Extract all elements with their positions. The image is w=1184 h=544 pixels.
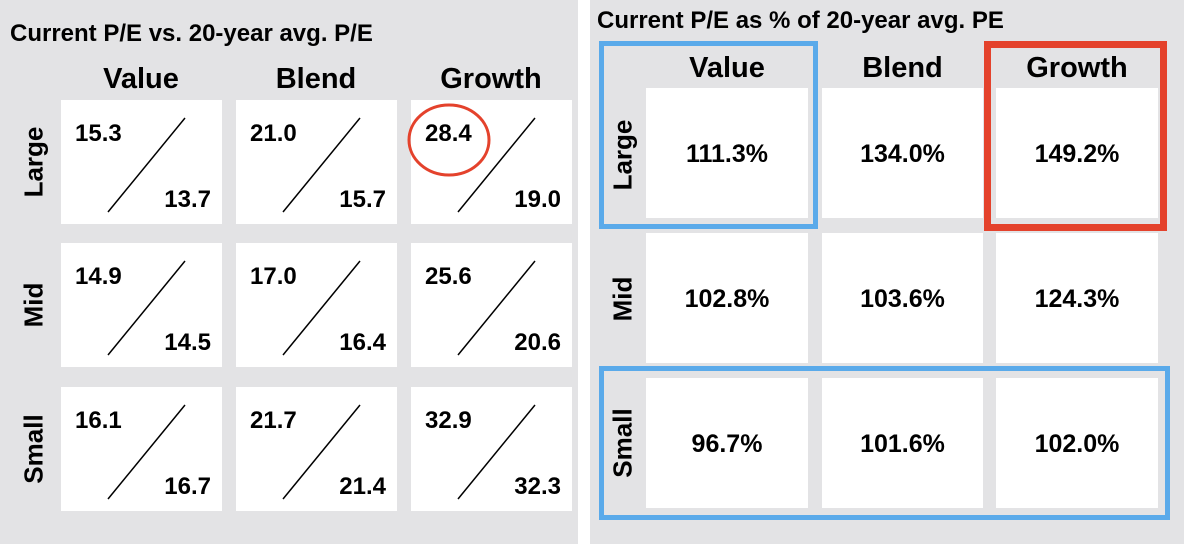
pe-current-value: 32.9 bbox=[425, 407, 472, 434]
pe-cell-mid-blend: 17.0 16.4 bbox=[236, 243, 397, 367]
pct-cell-large-growth: 149.2% bbox=[996, 88, 1158, 218]
pe-cell-divider bbox=[107, 117, 186, 213]
pct-cell-mid-blend: 103.6% bbox=[822, 233, 983, 363]
pe-average-value: 32.3 bbox=[514, 473, 561, 500]
pe-current-value: 21.7 bbox=[250, 407, 297, 434]
pct-cell-large-value: 111.3% bbox=[646, 88, 808, 218]
pct-value: 134.0% bbox=[860, 140, 945, 168]
pe-current-value: 16.1 bbox=[75, 407, 122, 434]
pct-value: 96.7% bbox=[691, 430, 763, 458]
pe-cell-divider bbox=[282, 260, 361, 356]
pe-percent-panel: Current P/E as % of 20-year avg. PE Valu… bbox=[590, 0, 1184, 544]
pe-cell-divider bbox=[282, 117, 361, 213]
pe-comparison-panel: Current P/E vs. 20-year avg. P/E Value B… bbox=[0, 0, 578, 544]
pe-current-value: 14.9 bbox=[75, 263, 122, 290]
left-col-header-growth: Growth bbox=[440, 63, 542, 95]
pe-cell-mid-growth: 25.6 20.6 bbox=[411, 243, 572, 367]
pe-average-value: 13.7 bbox=[164, 186, 211, 213]
pe-cell-small-blend: 21.7 21.4 bbox=[236, 387, 397, 511]
pct-cell-mid-value: 102.8% bbox=[646, 233, 808, 363]
pe-current-value: 21.0 bbox=[250, 120, 297, 147]
pe-cell-divider bbox=[457, 260, 536, 356]
pct-cell-small-value: 96.7% bbox=[646, 378, 808, 508]
pe-average-value: 16.4 bbox=[339, 329, 386, 356]
pct-value: 103.6% bbox=[860, 285, 945, 313]
pct-cell-mid-growth: 124.3% bbox=[996, 233, 1158, 363]
pe-current-value: 17.0 bbox=[250, 263, 297, 290]
pe-cell-large-blend: 21.0 15.7 bbox=[236, 100, 397, 224]
pe-current-value: 25.6 bbox=[425, 263, 472, 290]
pe-cell-mid-value: 14.9 14.5 bbox=[61, 243, 222, 367]
pe-cell-divider bbox=[107, 260, 186, 356]
right-col-header-blend: Blend bbox=[862, 52, 943, 84]
pct-value: 124.3% bbox=[1034, 285, 1120, 313]
left-col-header-value: Value bbox=[103, 63, 179, 95]
pe-cell-small-value: 16.1 16.7 bbox=[61, 387, 222, 511]
pct-cell-small-blend: 101.6% bbox=[822, 378, 983, 508]
pct-value: 101.6% bbox=[860, 430, 945, 458]
right-col-header-value: Value bbox=[689, 52, 765, 84]
pe-comparison-title: Current P/E vs. 20-year avg. P/E bbox=[10, 20, 373, 47]
pct-value: 102.0% bbox=[1034, 430, 1120, 458]
right-col-header-growth: Growth bbox=[1026, 52, 1128, 84]
pe-average-value: 14.5 bbox=[164, 329, 211, 356]
pe-average-value: 15.7 bbox=[339, 186, 386, 213]
pct-cell-small-growth: 102.0% bbox=[996, 378, 1158, 508]
pct-value: 149.2% bbox=[1034, 140, 1120, 168]
pe-cell-divider bbox=[107, 404, 186, 500]
pe-average-value: 21.4 bbox=[339, 473, 386, 500]
pe-average-value: 16.7 bbox=[164, 473, 211, 500]
pe-cell-small-growth: 32.9 32.3 bbox=[411, 387, 572, 511]
pe-current-value: 15.3 bbox=[75, 120, 122, 147]
pe-cell-divider bbox=[457, 404, 536, 500]
pct-value: 111.3% bbox=[685, 140, 769, 168]
pe-average-value: 19.0 bbox=[514, 186, 561, 213]
pe-percent-title: Current P/E as % of 20-year avg. PE bbox=[597, 7, 1004, 34]
pe-cell-divider bbox=[457, 117, 536, 213]
pct-value: 102.8% bbox=[684, 285, 770, 313]
pct-cell-large-blend: 134.0% bbox=[822, 88, 983, 218]
pe-cell-divider bbox=[282, 404, 361, 500]
pe-current-value: 28.4 bbox=[425, 120, 472, 147]
left-col-header-blend: Blend bbox=[275, 63, 357, 95]
pe-cell-large-value: 15.3 13.7 bbox=[61, 100, 222, 224]
pe-cell-large-growth: 28.4 19.0 bbox=[411, 100, 572, 224]
pe-average-value: 20.6 bbox=[514, 329, 561, 356]
